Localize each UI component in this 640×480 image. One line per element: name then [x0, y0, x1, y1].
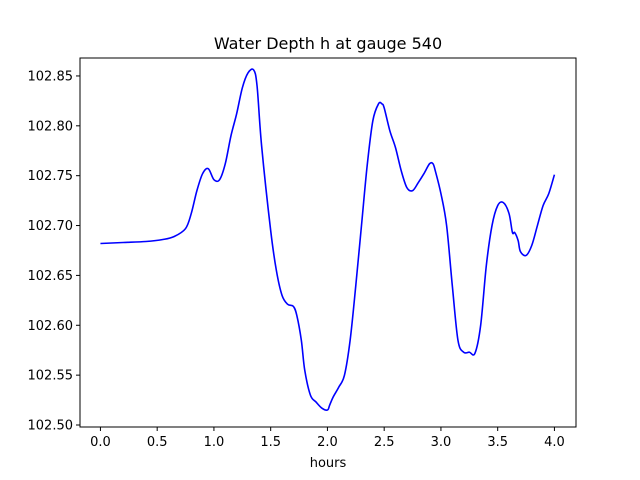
series-line	[100, 68, 556, 411]
y-tick-label: 102.80	[28, 119, 74, 134]
y-tick-label: 102.75	[28, 169, 74, 184]
y-tick-label: 102.60	[28, 319, 74, 334]
y-axis: 102.50 102.55 102.60 102.65 102.70 102.75 102.…	[28, 69, 80, 434]
y-tick-label: 102.70	[28, 219, 74, 234]
plot-background	[80, 58, 576, 427]
x-tick-label: 0.0	[90, 435, 111, 450]
x-tick-label: 1.0	[204, 435, 225, 450]
x-axis-label: hours	[310, 456, 347, 471]
x-tick-label: 2.5	[374, 435, 395, 450]
x-tick-label: 3.5	[487, 435, 508, 450]
y-tick-label: 102.85	[28, 69, 74, 84]
x-tick-label: 2.0	[317, 435, 338, 450]
y-tick-label: 102.50	[28, 419, 74, 434]
x-tick-label: 4.0	[544, 435, 565, 450]
x-tick-label: 3.0	[431, 435, 452, 450]
x-tick-label: 1.5	[260, 435, 281, 450]
series-layer	[100, 68, 556, 411]
plot-border	[79, 57, 577, 428]
y-tick-label: 102.65	[28, 269, 74, 284]
x-axis: 0.0 0.5 1.0 1.5 2.0 2.5 3.0 3.5 4.0	[90, 427, 565, 450]
y-tick-label: 102.55	[28, 369, 74, 384]
plot-area	[79, 57, 577, 428]
chart-title: Water Depth h at gauge 540	[214, 34, 442, 53]
x-tick-label: 0.5	[147, 435, 168, 450]
